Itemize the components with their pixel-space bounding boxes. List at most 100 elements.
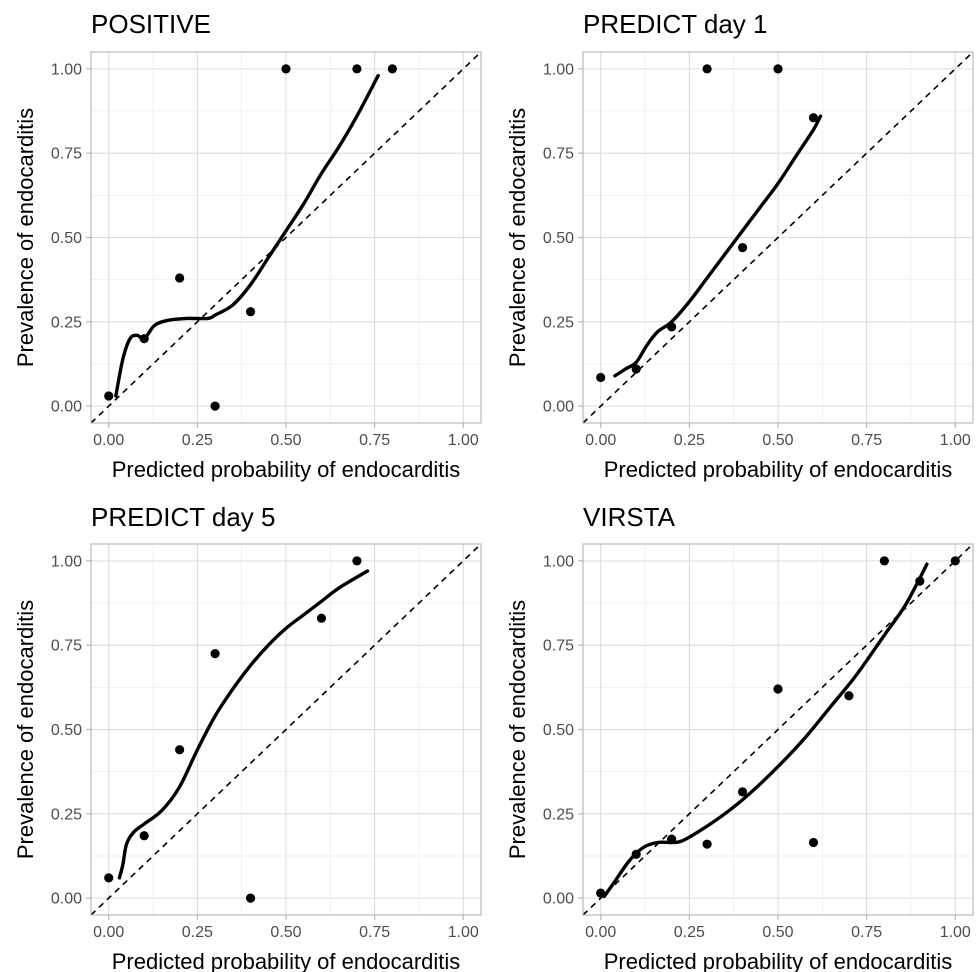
panel-title: PREDICT day 5 [91, 502, 275, 532]
x-tick-label: 0.75 [851, 924, 882, 941]
y-tick-label: 0.00 [543, 891, 574, 908]
x-tick-label: 0.50 [762, 924, 793, 941]
data-point [281, 64, 291, 74]
data-point [596, 372, 606, 383]
y-tick-label: 0.25 [51, 314, 82, 331]
x-tick-label: 0.00 [93, 432, 124, 449]
data-point [702, 839, 712, 849]
x-tick-label: 0.75 [359, 924, 390, 941]
data-point [139, 334, 149, 344]
calibration-curve [117, 569, 370, 880]
y-tick-label: 0.75 [543, 638, 574, 655]
data-point [245, 893, 256, 903]
x-tick-label: 1.00 [448, 432, 479, 449]
x-tick-label: 0.00 [585, 924, 616, 941]
y-axis-title: Prevalence of endocarditis [13, 600, 38, 859]
x-tick-label: 0.75 [359, 432, 390, 449]
data-point [175, 273, 185, 283]
panel-3: 0.00 0.25 0.50 0.75 1.00 0.00 0.25 0.50 0.75 1.00… [13, 502, 482, 972]
data-point [737, 787, 748, 797]
data-point [631, 364, 641, 374]
y-tick-label: 0.00 [543, 399, 574, 416]
x-tick-label: 0.50 [270, 432, 301, 449]
data-point [667, 834, 677, 844]
data-point [104, 873, 114, 883]
x-tick-label: 0.25 [674, 924, 705, 941]
panel-2: 0.00 0.25 0.50 0.75 1.00 0.00 0.25 0.50 0.75 1.00… [505, 9, 974, 482]
panel-title: POSITIVE [91, 9, 211, 39]
y-tick-label: 0.75 [51, 638, 82, 655]
data-points [104, 64, 397, 411]
y-tick-label: 0.50 [543, 230, 574, 247]
data-point [210, 649, 220, 659]
data-point [844, 691, 854, 701]
panel-4: 0.00 0.25 0.50 0.75 1.00 0.00 0.25 0.50 0.75 1.00… [505, 502, 974, 972]
reference-diagonal-line [582, 543, 974, 916]
data-point [667, 322, 677, 332]
y-tick-label: 0.50 [51, 722, 82, 739]
data-point [808, 837, 819, 848]
calibration-curve [613, 114, 823, 378]
x-tick-label: 0.75 [851, 432, 882, 449]
data-point [352, 556, 362, 566]
data-point [210, 401, 220, 411]
y-tick-label: 1.00 [51, 61, 82, 78]
panel-title: PREDICT day 1 [583, 9, 767, 39]
data-point [596, 888, 606, 898]
data-point [139, 831, 149, 841]
y-tick-label: 0.25 [543, 806, 574, 823]
data-point [245, 307, 256, 317]
y-tick-label: 0.25 [543, 314, 574, 331]
x-axis-title: Predicted probability of endocarditis [604, 457, 953, 482]
x-tick-label: 0.50 [762, 432, 793, 449]
panel-1: 0.00 0.25 0.50 0.75 1.00 0.00 0.25 0.50 0.75 1.00… [13, 9, 482, 482]
x-axis-title: Predicted probability of endocarditis [112, 457, 461, 482]
data-point [702, 64, 712, 74]
data-point [915, 576, 925, 586]
y-tick-label: 0.25 [51, 806, 82, 823]
x-tick-label: 0.00 [585, 432, 616, 449]
data-point [175, 745, 185, 755]
x-tick-label: 0.25 [674, 432, 705, 449]
calibration-curve [114, 73, 380, 398]
panel-title: VIRSTA [583, 502, 676, 532]
data-point [104, 391, 114, 401]
data-point [773, 64, 783, 74]
data-point [387, 64, 397, 74]
data-point [737, 243, 748, 253]
data-point [773, 684, 783, 694]
x-axis-title: Predicted probability of endocarditis [112, 949, 461, 972]
y-tick-label: 1.00 [543, 61, 574, 78]
x-tick-label: 0.25 [182, 924, 213, 941]
x-tick-label: 1.00 [448, 924, 479, 941]
y-axis-title: Prevalence of endocarditis [505, 108, 530, 367]
reference-diagonal-line [90, 543, 482, 916]
x-tick-label: 0.50 [270, 924, 301, 941]
y-axis-title: Prevalence of endocarditis [505, 600, 530, 859]
x-tick-label: 1.00 [940, 432, 971, 449]
y-tick-label: 0.50 [543, 722, 574, 739]
data-point [352, 64, 362, 74]
reference-diagonal-line [90, 51, 482, 424]
y-tick-label: 0.75 [51, 146, 82, 163]
gridlines [583, 52, 973, 423]
x-tick-label: 0.25 [182, 432, 213, 449]
y-tick-label: 0.75 [543, 146, 574, 163]
calibration-curve [602, 562, 929, 899]
data-point [950, 556, 960, 566]
reference-diagonal-line [582, 51, 974, 424]
y-tick-label: 0.00 [51, 891, 82, 908]
data-point [631, 849, 641, 859]
y-tick-label: 0.00 [51, 399, 82, 416]
x-axis-title: Predicted probability of endocarditis [604, 949, 953, 972]
x-tick-label: 0.00 [93, 924, 124, 941]
data-points [104, 556, 362, 903]
data-point [808, 113, 819, 123]
data-points [596, 556, 960, 898]
y-tick-label: 0.50 [51, 230, 82, 247]
y-tick-label: 1.00 [543, 553, 574, 570]
y-axis-title: Prevalence of endocarditis [13, 108, 38, 367]
data-point [879, 556, 889, 566]
y-tick-label: 1.00 [51, 553, 82, 570]
